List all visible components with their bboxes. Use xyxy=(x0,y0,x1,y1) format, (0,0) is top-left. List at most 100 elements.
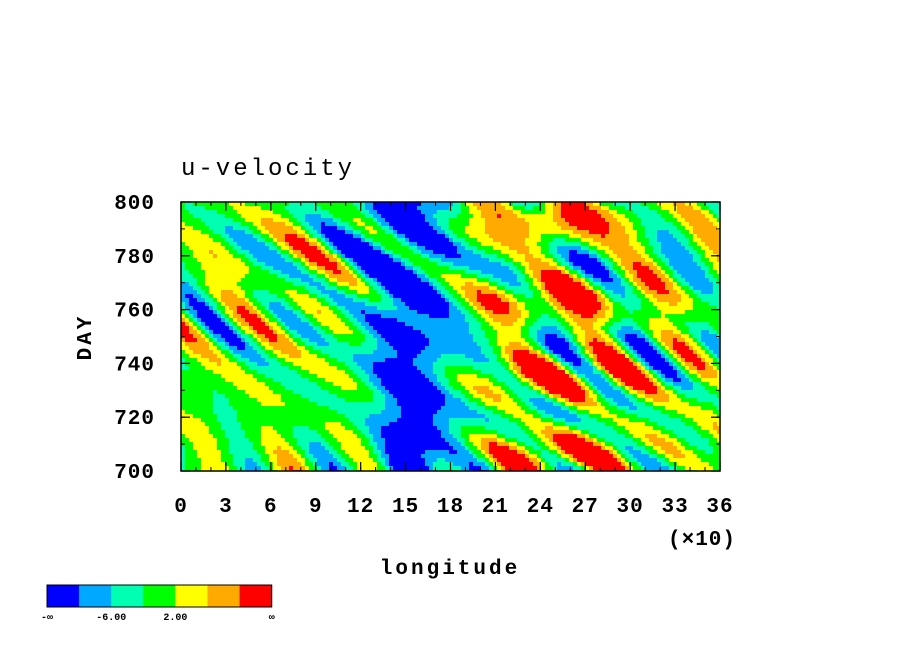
contour-cell xyxy=(297,298,302,303)
contour-cell xyxy=(701,266,706,271)
contour-cell xyxy=(293,258,298,263)
contour-cell xyxy=(437,266,442,271)
contour-cell xyxy=(329,278,334,283)
contour-cell xyxy=(189,290,194,295)
contour-cell xyxy=(597,238,602,243)
contour-cell xyxy=(713,214,718,219)
contour-cell xyxy=(501,222,506,227)
contour-cell xyxy=(337,346,342,351)
contour-cell xyxy=(709,206,714,211)
contour-cell xyxy=(309,306,314,311)
contour-cell xyxy=(481,294,486,299)
contour-cell xyxy=(613,286,618,291)
contour-cell xyxy=(261,278,266,283)
contour-cell xyxy=(465,234,470,239)
contour-cell xyxy=(693,294,698,299)
contour-cell xyxy=(593,234,598,239)
contour-cell xyxy=(321,210,326,215)
contour-cell xyxy=(181,342,186,347)
contour-cell xyxy=(537,318,542,323)
contour-cell xyxy=(245,246,250,251)
contour-cell xyxy=(697,282,702,287)
contour-cell xyxy=(461,306,466,311)
contour-cell xyxy=(597,298,602,303)
contour-cell xyxy=(577,254,582,259)
contour-cell xyxy=(605,302,610,307)
contour-cell xyxy=(597,234,602,239)
contour-cell xyxy=(273,230,278,235)
contour-cell xyxy=(213,326,218,331)
contour-cell xyxy=(649,270,654,275)
contour-cell xyxy=(601,314,606,319)
contour-cell xyxy=(181,338,186,343)
contour-cell xyxy=(693,302,698,307)
contour-cell xyxy=(205,238,210,243)
contour-cell xyxy=(345,246,350,251)
contour-cell xyxy=(217,230,222,235)
contour-cell xyxy=(701,250,706,255)
contour-cell xyxy=(389,294,394,299)
contour-cell xyxy=(681,282,686,287)
contour-cell xyxy=(337,306,342,311)
contour-cell xyxy=(301,318,306,323)
contour-cell xyxy=(285,258,290,263)
contour-cell xyxy=(609,266,614,271)
contour-cell xyxy=(509,246,514,251)
contour-cell xyxy=(353,318,358,323)
contour-cell xyxy=(441,258,446,263)
contour-cell xyxy=(241,246,246,251)
contour-cell xyxy=(241,234,246,239)
contour-cell xyxy=(649,202,654,207)
contour-cell xyxy=(281,286,286,291)
contour-cell xyxy=(229,342,234,347)
contour-cell xyxy=(573,294,578,299)
contour-cell xyxy=(517,258,522,263)
contour-cell xyxy=(509,306,514,311)
contour-cell xyxy=(201,274,206,279)
contour-cell xyxy=(609,234,614,239)
contour-cell xyxy=(465,346,470,351)
contour-cell xyxy=(641,234,646,239)
contour-cell xyxy=(589,310,594,315)
contour-cell xyxy=(285,314,290,319)
contour-cell xyxy=(705,278,710,283)
contour-cell xyxy=(269,334,274,339)
contour-cell xyxy=(457,270,462,275)
contour-cell xyxy=(573,238,578,243)
contour-cell xyxy=(305,202,310,207)
contour-cell xyxy=(369,282,374,287)
contour-cell xyxy=(281,326,286,331)
contour-cell xyxy=(301,250,306,255)
contour-cell xyxy=(517,206,522,211)
contour-cell xyxy=(281,314,286,319)
contour-cell xyxy=(233,214,238,219)
contour-cell xyxy=(181,222,186,227)
contour-cell xyxy=(501,334,506,339)
contour-cell xyxy=(577,342,582,347)
contour-cell xyxy=(537,306,542,311)
contour-cell xyxy=(529,322,534,327)
contour-cell xyxy=(501,282,506,287)
contour-cell xyxy=(277,218,282,223)
contour-cell xyxy=(205,278,210,283)
contour-cell xyxy=(469,254,474,259)
contour-cell xyxy=(605,254,610,259)
contour-cell xyxy=(493,234,498,239)
contour-cell xyxy=(529,258,534,263)
contour-cell xyxy=(333,334,338,339)
contour-cell xyxy=(205,226,210,231)
contour-cell xyxy=(421,262,426,267)
contour-cell xyxy=(185,298,190,303)
contour-cell xyxy=(357,254,362,259)
contour-cell xyxy=(309,338,314,343)
contour-cell xyxy=(621,338,626,343)
contour-cell xyxy=(641,310,646,315)
contour-cell xyxy=(193,214,198,219)
contour-cell xyxy=(217,294,222,299)
contour-cell xyxy=(373,254,378,259)
contour-cell xyxy=(549,298,554,303)
contour-cell xyxy=(397,274,402,279)
contour-cell xyxy=(461,338,466,343)
contour-cell xyxy=(277,306,282,311)
contour-cell xyxy=(213,302,218,307)
